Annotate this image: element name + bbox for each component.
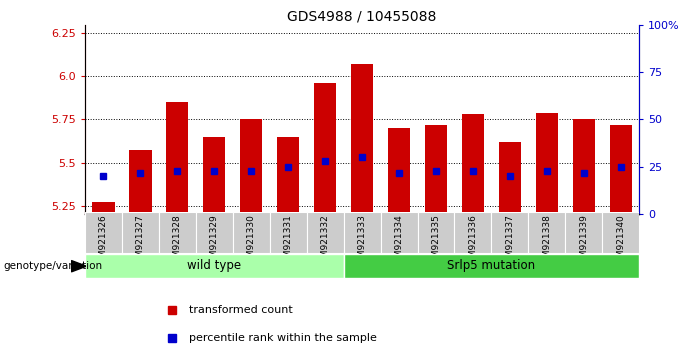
Bar bbox=[129, 150, 152, 214]
Text: transformed count: transformed count bbox=[189, 305, 293, 315]
Text: GSM921335: GSM921335 bbox=[432, 215, 441, 269]
FancyBboxPatch shape bbox=[233, 212, 270, 253]
FancyBboxPatch shape bbox=[122, 212, 159, 253]
Text: Srlp5 mutation: Srlp5 mutation bbox=[447, 259, 535, 272]
Bar bbox=[240, 119, 262, 214]
FancyBboxPatch shape bbox=[418, 212, 454, 253]
Text: GSM921333: GSM921333 bbox=[358, 215, 367, 269]
Text: GSM921332: GSM921332 bbox=[321, 215, 330, 269]
Bar bbox=[536, 113, 558, 214]
Text: GSM921329: GSM921329 bbox=[210, 215, 219, 269]
FancyBboxPatch shape bbox=[196, 212, 233, 253]
Bar bbox=[277, 137, 299, 214]
FancyBboxPatch shape bbox=[85, 212, 122, 253]
Text: GSM921327: GSM921327 bbox=[136, 215, 145, 269]
Text: GSM921331: GSM921331 bbox=[284, 215, 292, 269]
Bar bbox=[425, 125, 447, 214]
Polygon shape bbox=[71, 261, 86, 272]
FancyBboxPatch shape bbox=[159, 212, 196, 253]
FancyBboxPatch shape bbox=[602, 212, 639, 253]
Bar bbox=[92, 202, 114, 214]
Title: GDS4988 / 10455088: GDS4988 / 10455088 bbox=[288, 10, 437, 24]
Bar bbox=[351, 64, 373, 214]
Text: GSM921334: GSM921334 bbox=[394, 215, 403, 269]
Text: GSM921328: GSM921328 bbox=[173, 215, 182, 269]
Bar bbox=[462, 114, 484, 214]
Text: GSM921326: GSM921326 bbox=[99, 215, 108, 269]
FancyBboxPatch shape bbox=[565, 212, 602, 253]
FancyBboxPatch shape bbox=[492, 212, 528, 253]
FancyBboxPatch shape bbox=[343, 254, 639, 278]
FancyBboxPatch shape bbox=[528, 212, 565, 253]
FancyBboxPatch shape bbox=[270, 212, 307, 253]
Text: genotype/variation: genotype/variation bbox=[3, 261, 103, 271]
Text: percentile rank within the sample: percentile rank within the sample bbox=[189, 333, 377, 343]
Bar bbox=[203, 137, 225, 214]
Text: GSM921337: GSM921337 bbox=[505, 215, 514, 269]
Bar bbox=[167, 102, 188, 214]
Text: GSM921330: GSM921330 bbox=[247, 215, 256, 269]
Text: GSM921339: GSM921339 bbox=[579, 215, 588, 269]
FancyBboxPatch shape bbox=[454, 212, 492, 253]
Bar bbox=[388, 128, 410, 214]
FancyBboxPatch shape bbox=[307, 212, 343, 253]
Bar bbox=[610, 125, 632, 214]
Text: GSM921340: GSM921340 bbox=[616, 215, 625, 269]
Bar bbox=[573, 119, 595, 214]
Text: GSM921336: GSM921336 bbox=[469, 215, 477, 269]
Text: GSM921338: GSM921338 bbox=[543, 215, 551, 269]
FancyBboxPatch shape bbox=[85, 254, 343, 278]
FancyBboxPatch shape bbox=[381, 212, 418, 253]
Text: wild type: wild type bbox=[187, 259, 241, 272]
Bar bbox=[314, 83, 336, 214]
Bar bbox=[499, 142, 521, 214]
FancyBboxPatch shape bbox=[343, 212, 381, 253]
